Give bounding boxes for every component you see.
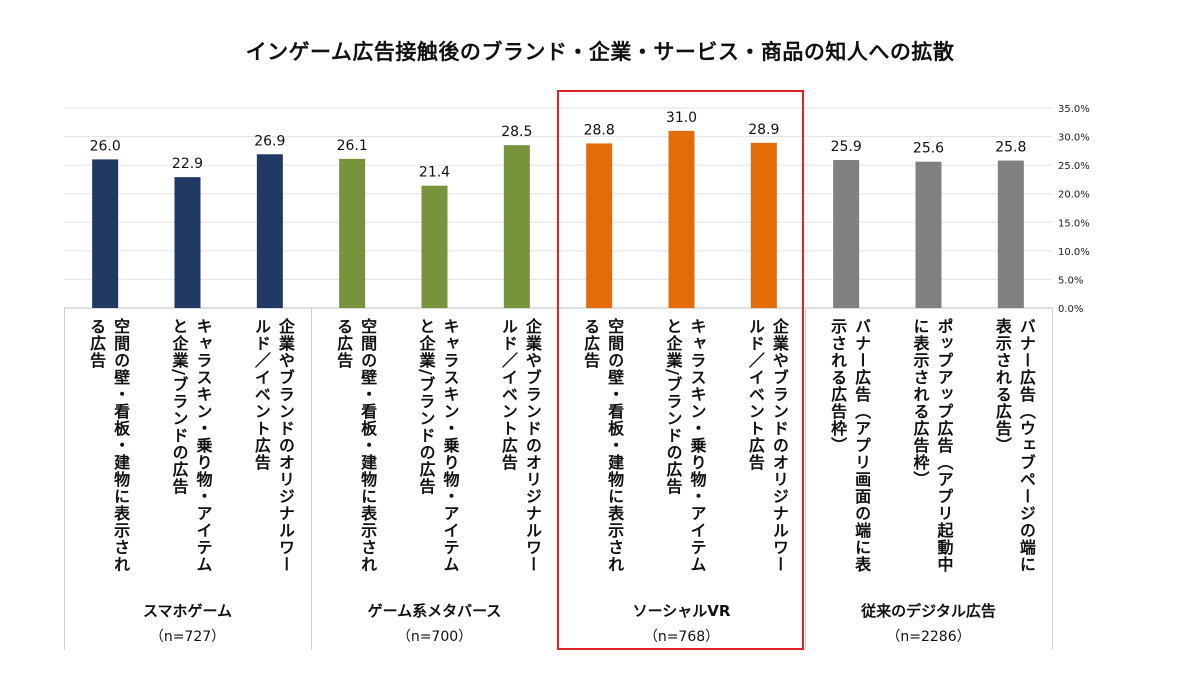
category-label: 空間の壁・看板・建物に表示される広告 [87, 318, 131, 573]
category-label: 企業やブランドのオリジナルワールド／イベント広告 [745, 318, 789, 573]
group-n-count: （n=2286） [886, 629, 971, 645]
category-label: キャラスキン・乗り物・アイテムと企業/ブランドの広告 [416, 318, 460, 573]
chart-title: インゲーム広告接触後のブランド・企業・サービス・商品の知人への拡散 [245, 40, 955, 64]
bar [256, 154, 283, 308]
y-tick-label: 15.0% [1058, 218, 1090, 229]
bar [174, 177, 201, 308]
group-name: スマホゲーム [142, 602, 233, 620]
y-tick-label: 35.0% [1058, 104, 1090, 115]
group-separator [805, 308, 806, 650]
category-label: 企業やブランドのオリジナルワールド／イベント広告 [498, 318, 542, 573]
data-label: 28.9 [748, 122, 779, 138]
data-label: 21.4 [419, 165, 450, 181]
category-label: 空間の壁・看板・建物に表示される広告 [581, 318, 625, 573]
category-label: キャラスキン・乗り物・アイテムと企業/ブランドの広告 [169, 318, 213, 573]
data-label: 28.5 [501, 124, 532, 140]
data-label: 25.6 [913, 141, 944, 157]
bar [421, 185, 448, 308]
y-tick-label: 5.0% [1058, 275, 1083, 286]
bar [668, 130, 695, 308]
group-separator [1052, 308, 1053, 650]
bar [586, 143, 613, 308]
bar [833, 160, 860, 308]
category-label: バナー広告（アプリ画面の端に表示される広告枠） [828, 318, 872, 573]
group-name: ソーシャルVR [632, 602, 731, 620]
y-tick-label: 20.0% [1058, 190, 1090, 201]
data-label: 31.0 [666, 110, 697, 126]
group-name: ゲーム系メタバース [367, 602, 502, 620]
category-label: キャラスキン・乗り物・アイテムと企業/ブランドの広告 [663, 318, 707, 573]
group-n-count: （n=700） [396, 629, 473, 645]
y-tick-label: 30.0% [1058, 133, 1090, 144]
highlight-box-social-vr [557, 90, 804, 650]
y-axis-ticks: 0.0% 5.0% 10.0% 15.0% 20.0% 25.0% 30.0% 35.0% [1058, 104, 1090, 315]
data-label: 28.8 [584, 122, 615, 138]
category-label: 空間の壁・看板・建物に表示される広告 [334, 318, 378, 573]
category-label: バナー広告（ウェブページの端に表示される広告） [992, 318, 1036, 573]
bar [503, 145, 530, 308]
y-tick-label: 10.0% [1058, 247, 1090, 258]
category-label: ポップアップ広告（アプリ起動中に表示される広告枠） [910, 318, 954, 573]
bar [750, 142, 777, 308]
bars [92, 130, 1024, 308]
data-label: 26.9 [254, 133, 285, 149]
data-label: 25.8 [995, 140, 1026, 156]
group-n-count: （n=768） [643, 629, 720, 645]
data-label: 22.9 [172, 156, 203, 172]
bar [339, 158, 366, 308]
data-label: 25.9 [831, 139, 862, 155]
bar [915, 161, 942, 308]
bar [997, 160, 1024, 308]
group-separator [311, 308, 312, 650]
y-tick-label: 0.0% [1058, 304, 1083, 315]
data-label: 26.0 [90, 138, 121, 154]
group-separator [64, 308, 65, 650]
group-n-count: （n=727） [149, 629, 226, 645]
bar [92, 159, 119, 308]
y-tick-label: 25.0% [1058, 161, 1090, 172]
category-label: 企業やブランドのオリジナルワールド／イベント広告 [251, 318, 295, 573]
data-label: 26.1 [337, 138, 368, 154]
group-name: 従来のデジタル広告 [861, 602, 996, 620]
value-labels: 26.0 22.9 26.9 26.1 21.4 28.5 28.8 31.0 28.9 25.9… [90, 110, 1027, 181]
